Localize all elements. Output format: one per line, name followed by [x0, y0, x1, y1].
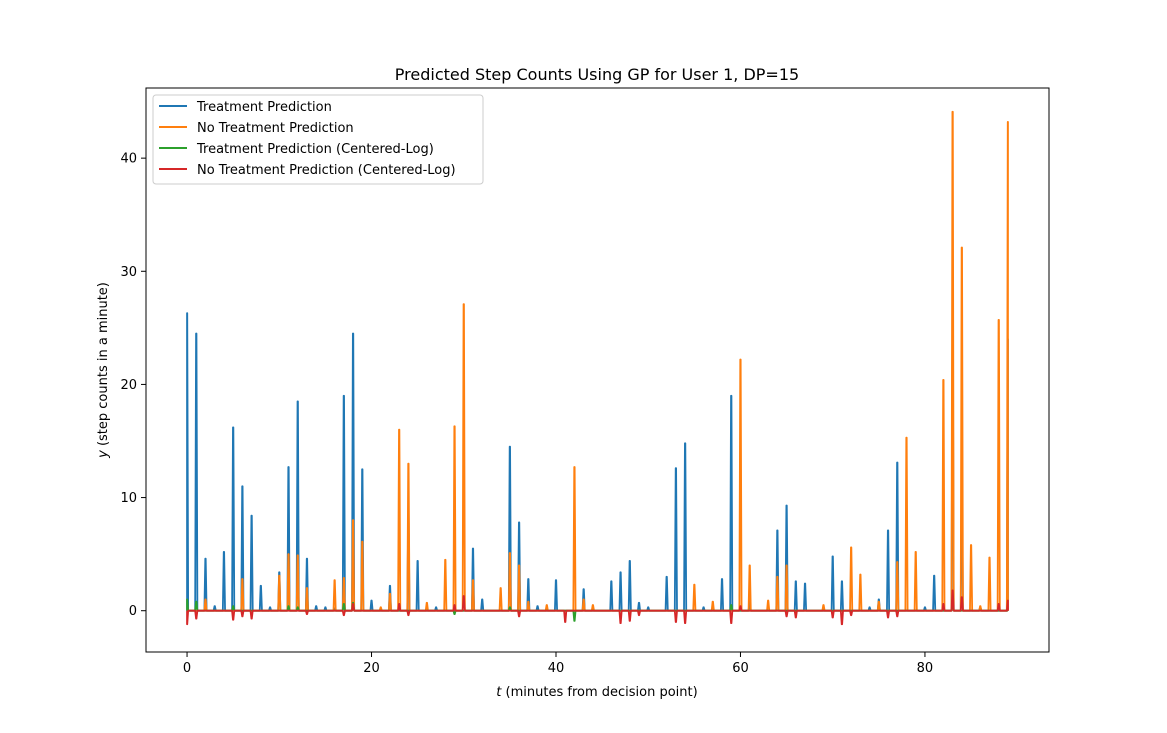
y-tick-label: 20 [120, 378, 137, 393]
series-layer [186, 110, 1009, 626]
legend: Treatment Prediction No Treatment Predic… [152, 94, 484, 185]
y-axis-variable: y [96, 450, 111, 459]
x-tick-label: 20 [363, 661, 380, 676]
legend-entry-no-treatment-centered-log: No Treatment Prediction (Centered-Log) [159, 163, 456, 178]
legend-label: No Treatment Prediction (Centered-Log) [197, 163, 456, 178]
x-tick-label: 0 [183, 661, 191, 676]
x-tick-label: 60 [732, 661, 749, 676]
legend-entry-treatment-centered-log: Treatment Prediction (Centered-Log) [159, 142, 434, 157]
y-tick-label: 0 [129, 604, 137, 619]
plot-frame [145, 87, 1050, 653]
legend-box [152, 94, 484, 185]
series-line [186, 589, 1009, 626]
x-axis-ticks: 0 20 40 60 80 [183, 652, 933, 676]
series-4 [186, 589, 1009, 626]
x-axis-variable: t [496, 685, 502, 700]
legend-entry-treatment: Treatment Prediction [159, 100, 332, 115]
legend-entry-no-treatment: No Treatment Prediction [159, 121, 354, 136]
chart-title: Predicted Step Counts Using GP for User … [395, 65, 799, 84]
y-axis-label: y (step counts in a minute) [96, 282, 111, 459]
y-tick-label: 40 [120, 152, 137, 167]
y-tick-label: 30 [120, 265, 137, 280]
y-tick-label: 10 [120, 491, 137, 506]
x-tick-label: 40 [548, 661, 565, 676]
y-axis-ticks: 0 10 20 30 40 [120, 152, 146, 619]
y-axis-label-text: (step counts in a minute) [96, 282, 111, 450]
legend-label: Treatment Prediction [196, 100, 332, 115]
x-axis-label: t (minutes from decision point) [496, 685, 697, 700]
legend-label: Treatment Prediction (Centered-Log) [196, 142, 434, 157]
legend-label: No Treatment Prediction [197, 121, 354, 136]
x-tick-label: 80 [917, 661, 934, 676]
x-axis-label-text: (minutes from decision point) [501, 685, 697, 700]
